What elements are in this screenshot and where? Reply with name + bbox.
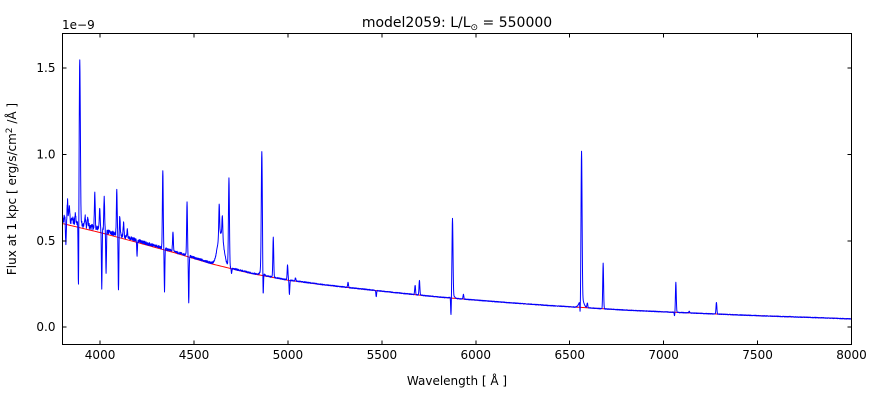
x-tick-label: 5500	[367, 348, 398, 362]
y-axis-label: Flux at 1 kpc [ erg/s/cm2 /Å ]	[4, 103, 19, 275]
sun-symbol: ⊙	[471, 23, 479, 33]
y-tick-label: 1.0	[36, 147, 55, 161]
x-tick-label: 4000	[85, 348, 116, 362]
plot-title: model2059: L/L⊙ = 550000	[362, 15, 552, 33]
x-tick-label: 7500	[742, 348, 773, 362]
tick-labels: 4000 4500 5000 5500 6000 6500 7000 7500 8000 0.0 0…	[36, 61, 866, 362]
y-tick-label: 0.0	[36, 320, 55, 334]
y-axis-offset-label: 1e−9	[62, 18, 95, 32]
x-tick-label: 8000	[836, 348, 867, 362]
x-tick-label: 7000	[648, 348, 679, 362]
axes-frame	[62, 33, 852, 345]
y-tick-label: 0.5	[36, 234, 55, 248]
x-tick-label: 6500	[554, 348, 585, 362]
x-axis-label: Wavelength [ Å ]	[407, 373, 507, 388]
x-tick-label: 6000	[461, 348, 492, 362]
y-tick-label: 1.5	[36, 61, 55, 75]
x-tick-label: 5000	[273, 348, 304, 362]
x-tick-label: 4500	[179, 348, 210, 362]
series-group	[62, 59, 852, 320]
spectrum-line	[62, 59, 852, 320]
continuum-fit-line	[62, 223, 852, 320]
plot-frame	[62, 33, 852, 345]
